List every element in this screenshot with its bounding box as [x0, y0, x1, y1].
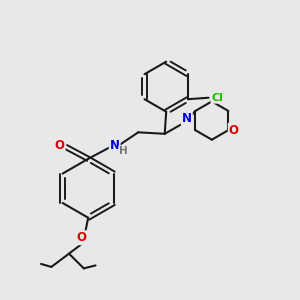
Text: H: H	[119, 146, 128, 157]
Text: N: N	[182, 112, 192, 125]
Text: O: O	[229, 124, 239, 136]
Text: Cl: Cl	[212, 93, 223, 103]
Text: O: O	[55, 139, 64, 152]
Text: O: O	[77, 231, 87, 244]
Text: N: N	[110, 139, 120, 152]
